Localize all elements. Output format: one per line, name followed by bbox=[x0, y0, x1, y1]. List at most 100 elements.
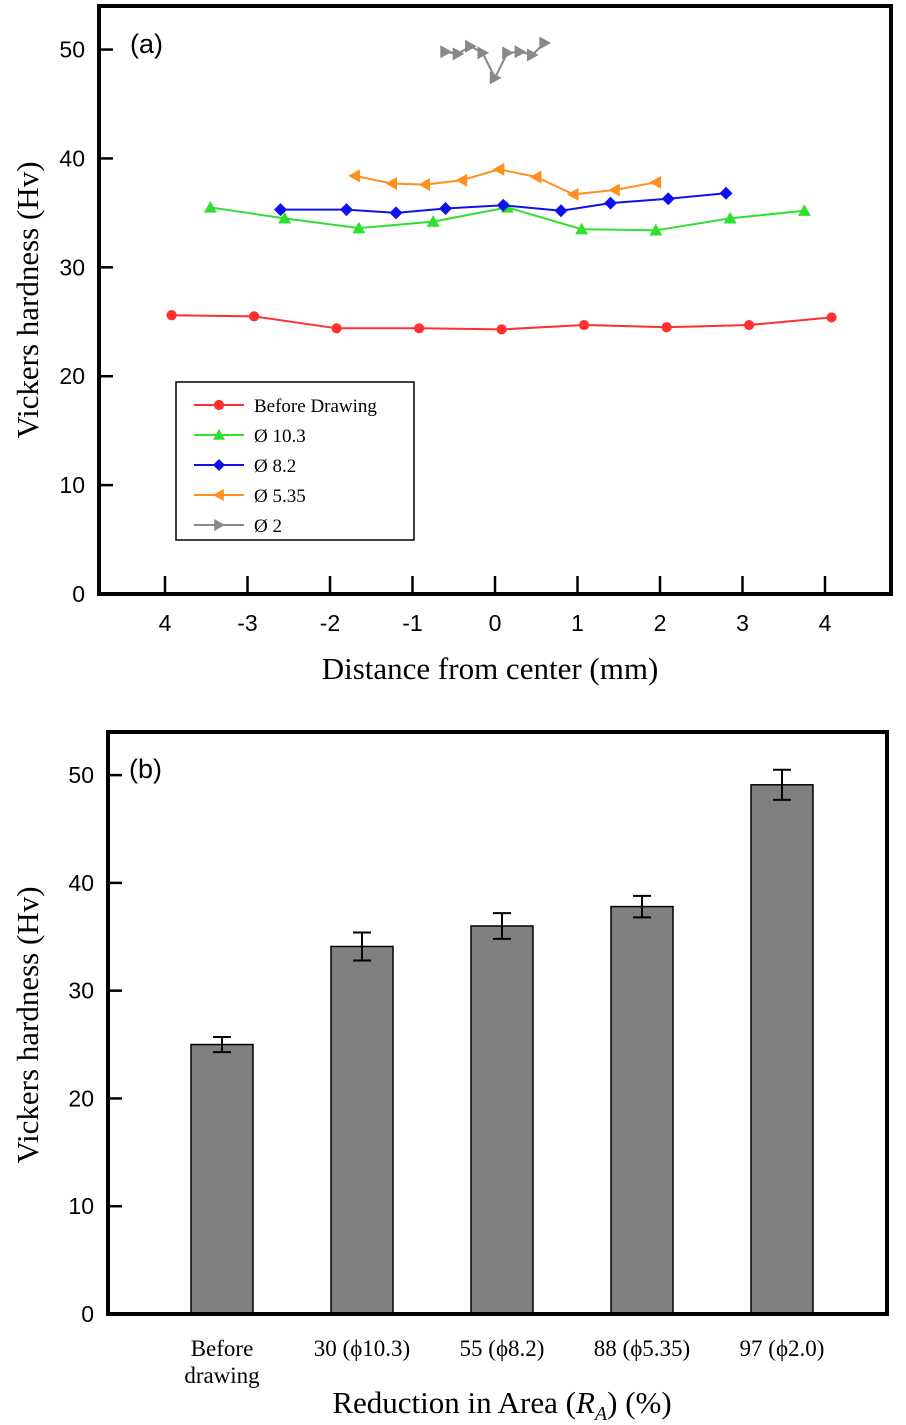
data-point bbox=[203, 200, 217, 213]
y-tick-label: 40 bbox=[59, 145, 85, 171]
data-point bbox=[352, 221, 366, 234]
legend-label: Ø 2 bbox=[254, 516, 282, 537]
data-point bbox=[414, 323, 425, 334]
legend-label: Ø 10.3 bbox=[254, 426, 306, 447]
data-point bbox=[489, 71, 502, 85]
data-point bbox=[249, 311, 260, 322]
legend-marker bbox=[213, 399, 225, 411]
x-category-label: Before bbox=[191, 1336, 254, 1361]
data-point bbox=[661, 192, 675, 206]
y-tick-label: 30 bbox=[68, 978, 94, 1004]
x-tick-label: 3 bbox=[736, 610, 749, 636]
data-point bbox=[566, 187, 579, 201]
data-point bbox=[166, 310, 177, 321]
bar-group bbox=[610, 894, 674, 1315]
y-tick-label: 10 bbox=[68, 1193, 94, 1219]
series-4 bbox=[440, 36, 551, 85]
data-point bbox=[579, 319, 590, 331]
panel-b-bars bbox=[190, 768, 814, 1315]
y-tick-label: 0 bbox=[72, 581, 85, 607]
series-0 bbox=[166, 310, 837, 335]
legend-entry: Ø 8.2 bbox=[194, 456, 296, 477]
data-point bbox=[575, 222, 589, 235]
y-tick-label: 50 bbox=[59, 37, 85, 63]
series-3 bbox=[348, 162, 662, 201]
y-tick-label: 30 bbox=[59, 254, 85, 280]
bar bbox=[330, 945, 394, 1315]
data-point bbox=[385, 176, 398, 190]
data-point bbox=[278, 211, 292, 224]
x-category-label: 30 (ϕ10.3) bbox=[314, 1336, 410, 1361]
legend-label: Before Drawing bbox=[254, 396, 377, 417]
x-tick-label: -1 bbox=[402, 610, 422, 636]
data-point bbox=[529, 170, 542, 184]
y-tick-label: 40 bbox=[68, 870, 94, 896]
bar-group bbox=[190, 1036, 254, 1315]
legend-entry: Before Drawing bbox=[194, 396, 377, 417]
data-point bbox=[452, 47, 465, 61]
x-tick-label: -3 bbox=[237, 610, 257, 636]
bar bbox=[610, 905, 674, 1315]
data-point bbox=[661, 322, 672, 333]
data-point bbox=[496, 198, 510, 212]
bar bbox=[750, 784, 814, 1315]
bar-group bbox=[330, 931, 394, 1315]
data-point bbox=[797, 204, 811, 216]
legend-marker bbox=[213, 489, 224, 501]
legend-marker bbox=[213, 459, 225, 471]
legend-marker bbox=[213, 429, 225, 440]
panel-b-y-axis-title: Vickers hardness (Hv) bbox=[10, 886, 45, 1163]
panel-b-label: (b) bbox=[129, 754, 162, 784]
data-point bbox=[608, 183, 620, 197]
panel-b-x-axis-title: Reduction in Area (RA) (%) bbox=[332, 1385, 671, 1425]
y-tick-label: 20 bbox=[68, 1085, 94, 1111]
data-point bbox=[496, 324, 507, 335]
data-point bbox=[723, 211, 737, 224]
data-point bbox=[439, 202, 452, 216]
y-tick-label: 10 bbox=[59, 472, 85, 498]
bar-group bbox=[750, 768, 814, 1315]
x-tick-label: 2 bbox=[654, 610, 667, 636]
legend-marker bbox=[214, 519, 225, 531]
legend-entry: Ø 5.35 bbox=[194, 486, 306, 507]
data-point bbox=[719, 186, 733, 200]
panel-a-legend: Before Drawing Ø 10.3 Ø 8.2 Ø 5.35 Ø 2 bbox=[175, 381, 415, 541]
x-tick-label: 4 bbox=[819, 610, 832, 636]
data-point bbox=[455, 173, 468, 187]
x-category-label: 88 (ϕ5.35) bbox=[594, 1336, 690, 1361]
x-category-label: drawing bbox=[184, 1363, 260, 1388]
y-tick-label: 0 bbox=[81, 1301, 94, 1327]
data-point bbox=[502, 46, 514, 60]
panel-a-series-layer bbox=[166, 36, 837, 335]
x-tick-label: 1 bbox=[571, 610, 584, 636]
x-tick-label: 0 bbox=[489, 610, 502, 636]
series-line bbox=[445, 42, 546, 81]
legend-label: Ø 8.2 bbox=[254, 456, 296, 477]
x-tick-label: 4 bbox=[159, 610, 172, 636]
data-point bbox=[514, 45, 527, 59]
panel-b-plot-frame bbox=[106, 730, 889, 1316]
data-point bbox=[418, 178, 431, 192]
data-point bbox=[274, 203, 287, 217]
bar-group bbox=[470, 912, 534, 1315]
data-point bbox=[340, 203, 353, 217]
x-tick-label: -2 bbox=[320, 610, 340, 636]
panel-a-y-axis-title: Vickers hardness (Hv) bbox=[10, 161, 45, 438]
legend-label: Ø 5.35 bbox=[254, 486, 306, 507]
legend-entry: Ø 2 bbox=[194, 516, 282, 537]
data-point bbox=[649, 175, 662, 189]
data-point bbox=[492, 162, 505, 176]
panel-a-label: (a) bbox=[130, 29, 163, 59]
x-category-label: 55 (ϕ8.2) bbox=[460, 1336, 545, 1361]
data-point bbox=[440, 45, 452, 59]
panel-a-x-axis-title: Distance from center (mm) bbox=[322, 651, 659, 686]
data-point bbox=[744, 319, 755, 331]
bar bbox=[470, 925, 534, 1315]
data-point bbox=[649, 223, 663, 236]
x-category-label: 97 (ϕ2.0) bbox=[740, 1336, 825, 1361]
data-point bbox=[348, 169, 360, 183]
series-2 bbox=[274, 186, 733, 220]
